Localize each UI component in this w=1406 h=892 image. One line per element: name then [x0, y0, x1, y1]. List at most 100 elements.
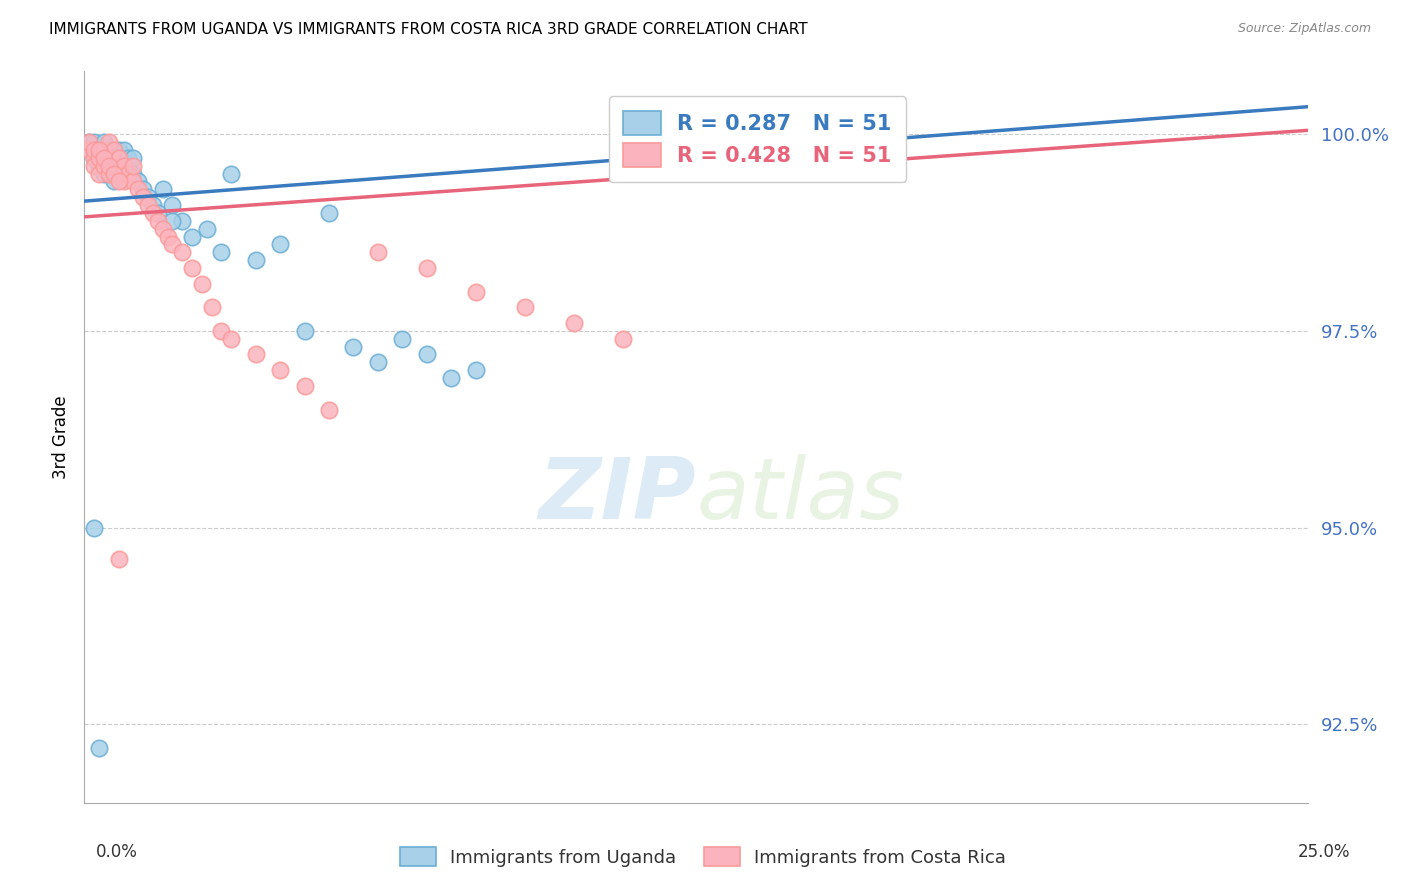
- Point: [77, 143, 100, 157]
- Point: [152, 182, 174, 196]
- Point: [142, 198, 165, 212]
- Point: [219, 167, 242, 181]
- Point: [318, 402, 340, 417]
- Point: [122, 151, 145, 165]
- Point: [294, 324, 316, 338]
- Point: [612, 332, 634, 346]
- Point: [93, 135, 115, 149]
- Point: [440, 371, 463, 385]
- Point: [83, 520, 105, 534]
- Point: [112, 174, 135, 188]
- Point: [209, 245, 232, 260]
- Point: [107, 167, 129, 181]
- Point: [107, 151, 129, 165]
- Point: [93, 143, 115, 157]
- Point: [87, 159, 110, 173]
- Point: [97, 167, 120, 181]
- Point: [342, 340, 364, 354]
- Point: [181, 229, 204, 244]
- Point: [83, 151, 105, 165]
- Point: [87, 143, 110, 157]
- Point: [200, 301, 222, 315]
- Point: [107, 143, 129, 157]
- Point: [416, 260, 439, 275]
- Text: IMMIGRANTS FROM UGANDA VS IMMIGRANTS FROM COSTA RICA 3RD GRADE CORRELATION CHART: IMMIGRANTS FROM UGANDA VS IMMIGRANTS FRO…: [49, 22, 808, 37]
- Point: [122, 174, 145, 188]
- Point: [93, 159, 115, 173]
- Point: [97, 151, 120, 165]
- Point: [107, 167, 129, 181]
- Point: [112, 159, 135, 173]
- Point: [245, 253, 267, 268]
- Point: [367, 245, 389, 260]
- Point: [97, 167, 120, 181]
- Point: [107, 151, 129, 165]
- Point: [513, 301, 536, 315]
- Point: [156, 229, 179, 244]
- Point: [142, 206, 165, 220]
- Point: [117, 151, 139, 165]
- Point: [77, 135, 100, 149]
- Text: 25.0%: 25.0%: [1298, 843, 1350, 861]
- Point: [127, 174, 149, 188]
- Point: [152, 221, 174, 235]
- Point: [127, 182, 149, 196]
- Text: Source: ZipAtlas.com: Source: ZipAtlas.com: [1237, 22, 1371, 36]
- Point: [117, 159, 139, 173]
- Point: [146, 206, 169, 220]
- Point: [97, 143, 120, 157]
- Point: [77, 143, 100, 157]
- Point: [83, 135, 105, 149]
- Point: [191, 277, 214, 291]
- Point: [93, 159, 115, 173]
- Point: [103, 159, 125, 173]
- Point: [269, 363, 291, 377]
- Point: [112, 143, 135, 157]
- Y-axis label: 3rd Grade: 3rd Grade: [52, 395, 70, 479]
- Point: [117, 167, 139, 181]
- Point: [367, 355, 389, 369]
- Point: [132, 182, 155, 196]
- Point: [87, 151, 110, 165]
- Point: [195, 221, 218, 235]
- Point: [132, 190, 155, 204]
- Point: [245, 347, 267, 361]
- Point: [83, 143, 105, 157]
- Point: [136, 198, 159, 212]
- Point: [146, 214, 169, 228]
- Point: [83, 159, 105, 173]
- Point: [209, 324, 232, 338]
- Point: [87, 143, 110, 157]
- Point: [83, 143, 105, 157]
- Point: [103, 174, 125, 188]
- Text: ZIP: ZIP: [538, 454, 696, 537]
- Point: [391, 332, 413, 346]
- Point: [294, 379, 316, 393]
- Point: [318, 206, 340, 220]
- Point: [219, 332, 242, 346]
- Point: [97, 151, 120, 165]
- Point: [162, 198, 184, 212]
- Point: [87, 151, 110, 165]
- Point: [93, 151, 115, 165]
- Legend: Immigrants from Uganda, Immigrants from Costa Rica: Immigrants from Uganda, Immigrants from …: [392, 840, 1014, 874]
- Point: [162, 237, 184, 252]
- Point: [172, 214, 194, 228]
- Point: [87, 167, 110, 181]
- Point: [562, 316, 585, 330]
- Point: [103, 143, 125, 157]
- Point: [112, 159, 135, 173]
- Point: [162, 214, 184, 228]
- Text: 0.0%: 0.0%: [96, 843, 138, 861]
- Point: [83, 151, 105, 165]
- Point: [107, 552, 129, 566]
- Point: [136, 190, 159, 204]
- Legend: R = 0.287   N = 51, R = 0.428   N = 51: R = 0.287 N = 51, R = 0.428 N = 51: [609, 96, 907, 182]
- Point: [464, 363, 486, 377]
- Text: atlas: atlas: [696, 454, 904, 537]
- Point: [93, 167, 115, 181]
- Point: [87, 740, 110, 755]
- Point: [97, 135, 120, 149]
- Point: [122, 159, 145, 173]
- Point: [103, 167, 125, 181]
